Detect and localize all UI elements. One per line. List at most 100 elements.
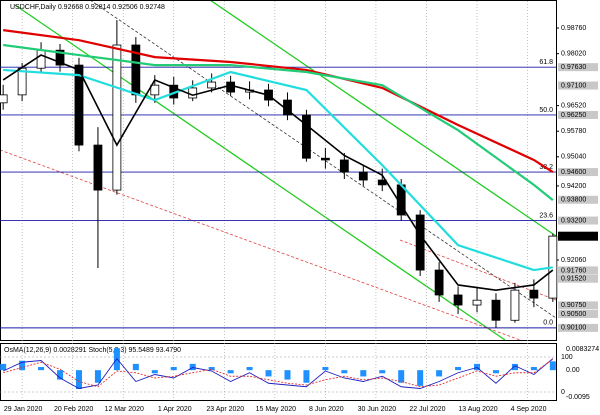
- x-tick-label: 8 Jun 2020: [309, 406, 344, 413]
- level-label: 0.91520: [561, 276, 586, 283]
- moving-average: [3, 43, 554, 201]
- level-label: 0.90500: [561, 311, 586, 318]
- osma-bar: [474, 363, 481, 371]
- candle-body: [36, 49, 46, 69]
- osma-bar: [417, 370, 424, 386]
- candle-body: [302, 114, 311, 159]
- osma-bar: [455, 367, 462, 371]
- x-tick-label: 13 Aug 2020: [458, 406, 497, 413]
- osma-bar: [94, 370, 101, 383]
- dashed-trend: [0, 149, 521, 341]
- osma-bar: [75, 370, 82, 390]
- level-box: [558, 110, 598, 119]
- candle-body: [415, 214, 425, 271]
- candle-body: [188, 87, 198, 99]
- level-box: [558, 323, 598, 332]
- channel-line: [209, 0, 557, 237]
- x-tick-label: 20 Feb 2020: [54, 406, 93, 413]
- candle-body: [112, 44, 122, 191]
- moving-average: [3, 68, 554, 272]
- level-label: 0.90100: [561, 325, 586, 332]
- candle-body: [93, 144, 103, 191]
- level-box: [558, 301, 598, 310]
- osma-bar: [492, 370, 499, 374]
- osma-bar: [398, 370, 405, 383]
- osma-bar: [57, 370, 64, 380]
- y2-tick-label: 0: [561, 389, 565, 396]
- main-frame: [0, 0, 557, 341]
- level-label: 0.90750: [561, 302, 586, 309]
- y-tick-label: 0.92060: [561, 257, 586, 264]
- candle-body: [320, 157, 330, 161]
- moving-average: [3, 29, 554, 174]
- level-box: [558, 81, 598, 90]
- osma-bar: [19, 360, 26, 371]
- osma-bar: [436, 370, 443, 377]
- level-label: 0.93800: [561, 197, 586, 204]
- x-tick-label: 30 Jun 2020: [358, 406, 397, 413]
- level-label: 0.94600: [561, 169, 586, 176]
- last-price-box: [558, 231, 598, 241]
- level-box: [558, 274, 598, 283]
- x-tick-label: 15 May 2020: [256, 406, 297, 413]
- level-label: 0.93200: [561, 217, 586, 224]
- fib-label: 23.6: [539, 212, 553, 219]
- osma-bar: [322, 367, 329, 371]
- candle-body: [434, 269, 444, 296]
- osma-bar: [151, 370, 158, 374]
- x-tick-label: 23 Apr 2020: [206, 406, 244, 413]
- level-box: [558, 168, 598, 177]
- osma-bar: [208, 367, 215, 371]
- candle-body: [207, 81, 217, 89]
- chart-title: USDCHF,Daily 0.92668 0.92814 0.92506 0.9…: [10, 4, 165, 11]
- y-tick-label: 0.98020: [561, 51, 586, 58]
- candle-body: [150, 84, 160, 96]
- level-box: [558, 310, 598, 319]
- x-tick-label: 29 Jan 2020: [4, 406, 43, 413]
- osma-bar: [530, 367, 537, 371]
- osma-bar: [38, 367, 45, 371]
- osma-bar: [132, 363, 139, 371]
- candle-body: [226, 81, 236, 93]
- osma-bar: [284, 370, 291, 380]
- last-price-label: 0.92748: [561, 233, 586, 240]
- osma-bar: [303, 370, 310, 383]
- y-tick-label: 0.0083274: [566, 346, 599, 353]
- osma-bar: [170, 367, 177, 371]
- candle-body: [55, 49, 65, 66]
- fib-label: 61.8: [539, 59, 553, 66]
- y-tick-label: 0.96520: [561, 102, 586, 109]
- candle-body: [472, 299, 482, 306]
- stoch-line: [3, 358, 554, 388]
- osma-bar: [0, 363, 7, 371]
- moving-average: [2, 54, 554, 291]
- y2-tick-label: 100: [561, 354, 573, 361]
- x-tick-label: 1 Apr 2020: [158, 406, 192, 413]
- fib-label: 50.0: [539, 107, 553, 114]
- candle-body: [491, 299, 501, 321]
- osma-bar: [379, 370, 386, 374]
- y-tick-label: 0.95040: [561, 154, 586, 161]
- y-tick-label: 0.95780: [561, 128, 586, 135]
- y-tick-label: 0.98760: [561, 25, 586, 32]
- osma-bar: [227, 370, 234, 374]
- osma-bar: [549, 361, 556, 371]
- y-tick-label: 0.00: [566, 367, 580, 374]
- candle-body: [358, 171, 368, 181]
- fib-label: 0.0: [543, 320, 553, 327]
- level-box: [558, 195, 598, 204]
- osma-bar: [246, 367, 253, 371]
- candle-body: [529, 289, 539, 299]
- indicator-title: OsMA(12,26,9) 0.0028291 Stoch(5,3,3) 95.…: [4, 347, 181, 354]
- level-label: 0.96250: [561, 112, 586, 119]
- candle-body: [74, 64, 84, 146]
- x-tick-label: 4 Sep 2020: [511, 406, 547, 413]
- osma-bar: [189, 363, 196, 371]
- level-label: 0.97630: [561, 64, 586, 71]
- candle-body: [453, 294, 463, 306]
- candle-body: [0, 94, 8, 104]
- level-box: [558, 266, 598, 275]
- x-tick-label: 22 Jul 2020: [409, 406, 445, 413]
- dashed-trend: [399, 239, 557, 301]
